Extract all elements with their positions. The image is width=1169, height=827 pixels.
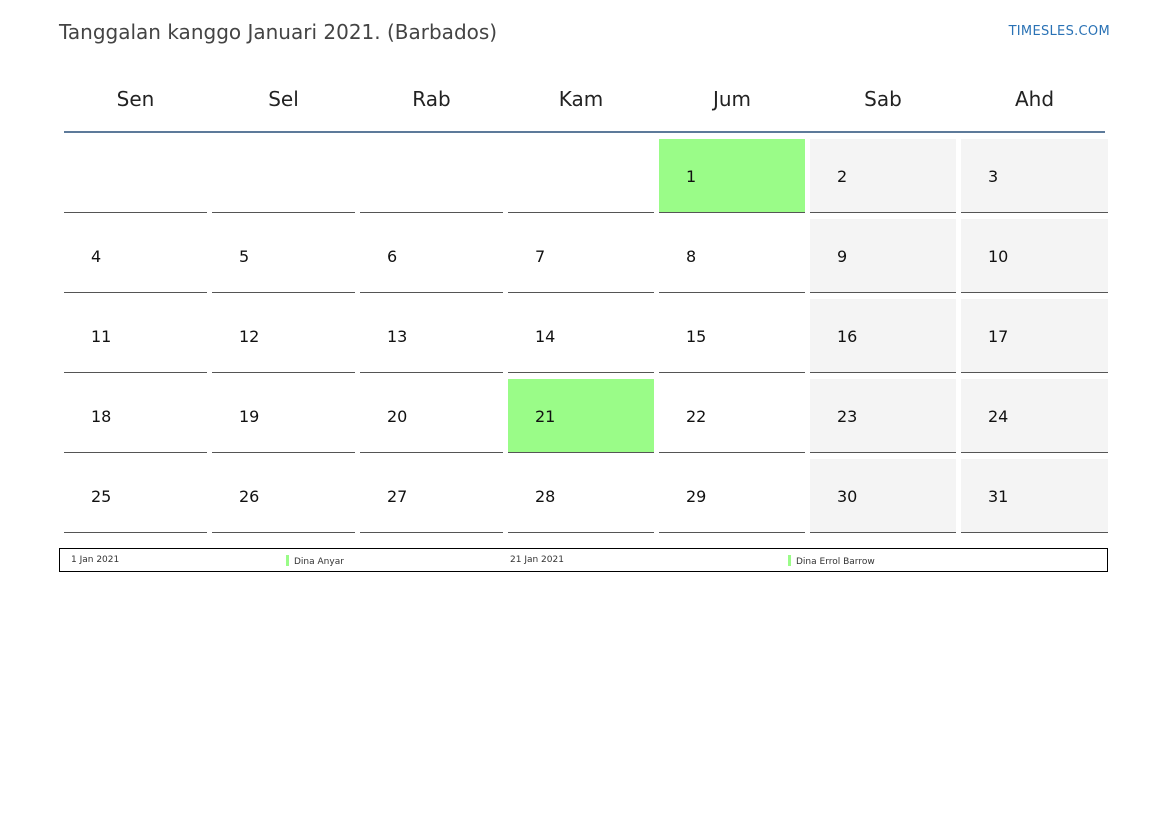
day-cell: 20 — [360, 379, 503, 453]
day-number: 27 — [387, 487, 408, 506]
day-number: 11 — [91, 327, 112, 346]
day-cell: 23 — [810, 379, 956, 453]
day-number: 20 — [387, 407, 408, 426]
legend-holiday: Dina Anyar — [286, 555, 344, 567]
day-number: 25 — [91, 487, 112, 506]
day-number: 15 — [686, 327, 707, 346]
day-cell: 17 — [961, 299, 1108, 373]
holiday-marker — [788, 555, 791, 566]
day-number: 21 — [535, 407, 556, 426]
day-cell: 13 — [360, 299, 503, 373]
weekday-fri: Jum — [712, 87, 752, 111]
calendar-grid: Sen Sel Rab Kam Jum Sab Ahd 1 2 3 4 5 6 7 8 9 10 1… — [64, 70, 1108, 539]
week-row: 25 26 27 28 29 30 31 — [64, 459, 1108, 533]
day-cell: 8 — [659, 219, 805, 293]
day-number: 29 — [686, 487, 707, 506]
day-number: 26 — [239, 487, 260, 506]
day-number: 7 — [535, 247, 546, 266]
weeks: 1 2 3 4 5 6 7 8 9 10 11 12 13 14 15 16 17 18 19 20 21 22 23 24 2… — [64, 139, 1108, 533]
empty-day-cell — [360, 139, 503, 213]
empty-day-cell — [64, 139, 207, 213]
day-number: 30 — [837, 487, 858, 506]
weekday-tue: Sel — [268, 87, 299, 111]
legend-date: 1 Jan 2021 — [71, 555, 120, 565]
day-number: 18 — [91, 407, 112, 426]
day-cell: 30 — [810, 459, 956, 533]
day-cell: 18 — [64, 379, 207, 453]
day-number: 16 — [837, 327, 858, 346]
day-number: 17 — [988, 327, 1009, 346]
week-row: 18 19 20 21 22 23 24 — [64, 379, 1108, 453]
day-cell: 25 — [64, 459, 207, 533]
day-number: 10 — [988, 247, 1009, 266]
brand-link[interactable]: TIMESLES.COM — [1008, 24, 1110, 39]
day-cell: 11 — [64, 299, 207, 373]
week-row: 4 5 6 7 8 9 10 — [64, 219, 1108, 293]
day-number: 31 — [988, 487, 1009, 506]
day-number: 8 — [686, 247, 697, 266]
day-number: 3 — [988, 167, 999, 186]
day-cell: 19 — [212, 379, 355, 453]
day-number: 5 — [239, 247, 250, 266]
day-number: 23 — [837, 407, 858, 426]
day-number: 2 — [837, 167, 848, 186]
day-cell: 29 — [659, 459, 805, 533]
day-number: 6 — [387, 247, 398, 266]
holiday-day-cell: 21 — [508, 379, 654, 453]
day-number: 28 — [535, 487, 556, 506]
day-cell: 10 — [961, 219, 1108, 293]
legend-holiday-name: Dina Errol Barrow — [796, 557, 875, 567]
weekday-mon: Sen — [116, 87, 155, 111]
empty-day-cell — [508, 139, 654, 213]
legend-date: 21 Jan 2021 — [510, 555, 564, 565]
holiday-legend: 1 Jan 2021 Dina Anyar 21 Jan 2021 Dina E… — [59, 548, 1108, 572]
day-cell: 27 — [360, 459, 503, 533]
day-cell: 7 — [508, 219, 654, 293]
empty-day-cell — [212, 139, 355, 213]
day-cell: 2 — [810, 139, 956, 213]
day-number: 12 — [239, 327, 260, 346]
day-number: 19 — [239, 407, 260, 426]
weekday-sat: Sab — [864, 87, 902, 111]
day-number: 14 — [535, 327, 556, 346]
day-number: 24 — [988, 407, 1009, 426]
holiday-marker — [286, 555, 289, 566]
day-number: 1 — [686, 167, 697, 186]
legend-holiday: Dina Errol Barrow — [788, 555, 875, 567]
day-cell: 22 — [659, 379, 805, 453]
day-number: 4 — [91, 247, 102, 266]
day-cell: 9 — [810, 219, 956, 293]
day-cell: 5 — [212, 219, 355, 293]
day-cell: 15 — [659, 299, 805, 373]
weekday-wed: Rab — [412, 87, 451, 111]
day-cell: 26 — [212, 459, 355, 533]
legend-holiday-name: Dina Anyar — [294, 557, 344, 567]
week-row: 11 12 13 14 15 16 17 — [64, 299, 1108, 373]
day-cell: 28 — [508, 459, 654, 533]
weekday-header: Sen Sel Rab Kam Jum Sab Ahd — [64, 70, 1105, 133]
day-number: 22 — [686, 407, 707, 426]
day-cell: 31 — [961, 459, 1108, 533]
day-cell: 6 — [360, 219, 503, 293]
weekday-thu: Kam — [558, 87, 604, 111]
day-number: 9 — [837, 247, 848, 266]
day-cell: 4 — [64, 219, 207, 293]
day-cell: 3 — [961, 139, 1108, 213]
day-cell: 16 — [810, 299, 956, 373]
holiday-day-cell: 1 — [659, 139, 805, 213]
day-number: 13 — [387, 327, 408, 346]
weekday-sun: Ahd — [1014, 87, 1055, 111]
day-cell: 14 — [508, 299, 654, 373]
page-title: Tanggalan kanggo Januari 2021. (Barbados… — [59, 20, 498, 44]
day-cell: 12 — [212, 299, 355, 373]
day-cell: 24 — [961, 379, 1108, 453]
week-row: 1 2 3 — [64, 139, 1108, 213]
